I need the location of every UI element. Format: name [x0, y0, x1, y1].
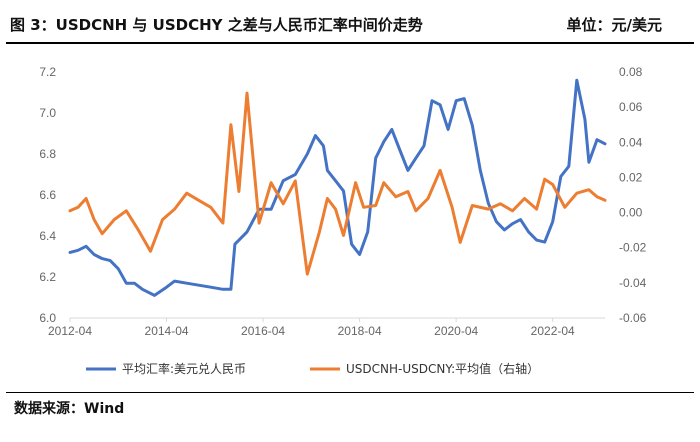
chart-lines — [68, 78, 607, 297]
series-line-2 — [68, 91, 607, 276]
x-tick-label: 2016-04 — [241, 324, 285, 338]
y-left-tick-label: 7.2 — [39, 65, 56, 79]
y-right-tick-label: 0.00 — [619, 206, 643, 220]
y-right-tick-label: 0.08 — [619, 65, 643, 79]
line-chart: 2012-04 2014-04 2016-04 2018-04 2020-04 2022-… — [39, 65, 646, 376]
y-left-tick-label: 6.2 — [39, 270, 56, 284]
x-tick-label: 2022-04 — [531, 324, 575, 338]
y-left-tick-label: 6.0 — [39, 311, 56, 325]
y-right-tick-label: 0.04 — [619, 135, 643, 149]
legend-label-1: 平均汇率:美元兑人民币 — [122, 361, 246, 376]
unit-label: 单位：元/美元 — [566, 16, 662, 34]
x-tick-label: 2020-04 — [434, 324, 478, 338]
x-tick-label: 2012-04 — [48, 324, 92, 338]
chart-title: 图 3：USDCNH 与 USDCHY 之差与人民币汇率中间价走势 — [10, 16, 423, 34]
legend-label-2: USDCNH-USDCNY:平均值（右轴） — [346, 361, 539, 376]
y-left-tick-label: 6.6 — [39, 188, 56, 202]
footer-rule — [6, 392, 694, 393]
x-tick-label: 2014-04 — [145, 324, 189, 338]
y-right-tick-label: -0.04 — [619, 276, 647, 290]
y-left-tick-label: 6.4 — [39, 229, 56, 243]
x-tick-label: 2018-04 — [338, 324, 382, 338]
y-right-tick-label: 0.06 — [619, 100, 643, 114]
chart-axes: 2012-04 2014-04 2016-04 2018-04 2020-04 2022-… — [39, 65, 646, 338]
y-left-tick-label: 7.0 — [39, 106, 56, 120]
y-right-tick-label: 0.02 — [619, 170, 643, 184]
chart-legend: 平均汇率:美元兑人民币 USDCNH-USDCNY:平均值（右轴） — [86, 361, 539, 376]
series-line-1 — [68, 78, 607, 297]
y-right-tick-label: -0.02 — [619, 241, 647, 255]
header-rule — [6, 42, 694, 44]
y-left-tick-label: 6.8 — [39, 147, 56, 161]
chart-header: 图 3：USDCNH 与 USDCHY 之差与人民币汇率中间价走势 单位：元/美… — [0, 0, 700, 44]
source-note: 数据来源：Wind — [14, 401, 125, 417]
y-right-tick-label: -0.06 — [619, 311, 647, 325]
